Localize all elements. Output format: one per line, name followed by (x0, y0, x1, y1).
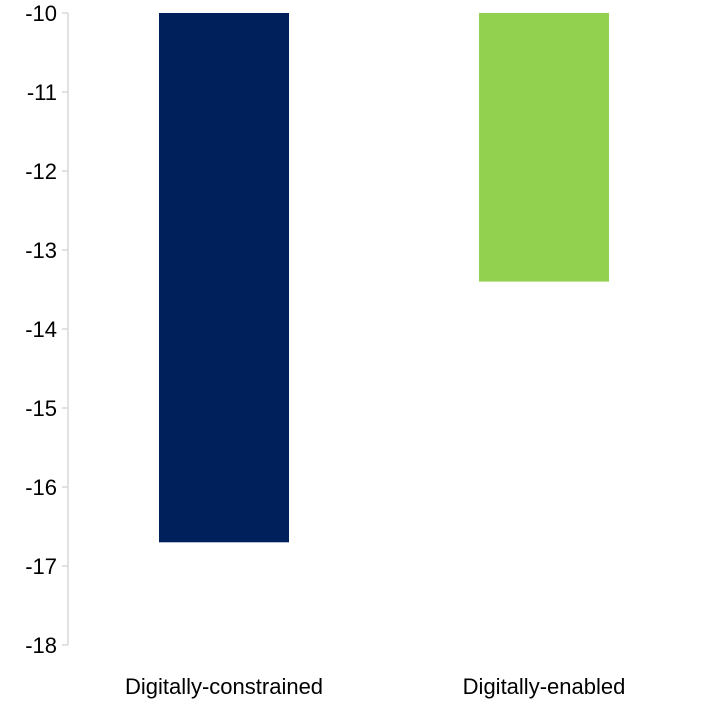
y-tick-label: -17 (25, 554, 57, 579)
y-tick-label: -12 (25, 159, 57, 184)
x-category-label: Digitally-constrained (125, 674, 323, 699)
y-axis: -10 -11 -12 -13 -14 -15 -16 -17 -18 (25, 1, 69, 658)
y-tick-label: -18 (25, 633, 57, 658)
bars (159, 13, 609, 543)
bar-digitally-constrained (159, 13, 289, 543)
x-category-label: Digitally-enabled (463, 674, 626, 699)
y-tick-label: -14 (25, 317, 57, 342)
y-tick-label: -11 (27, 80, 57, 105)
bar-digitally-enabled (479, 13, 609, 282)
y-tick-label: -10 (25, 1, 57, 26)
x-axis-labels: Digitally-constrained Digitally-enabled (125, 674, 625, 699)
y-tick-label: -13 (25, 238, 57, 263)
y-tick-label: -15 (25, 396, 57, 421)
y-tick-label: -16 (25, 475, 57, 500)
